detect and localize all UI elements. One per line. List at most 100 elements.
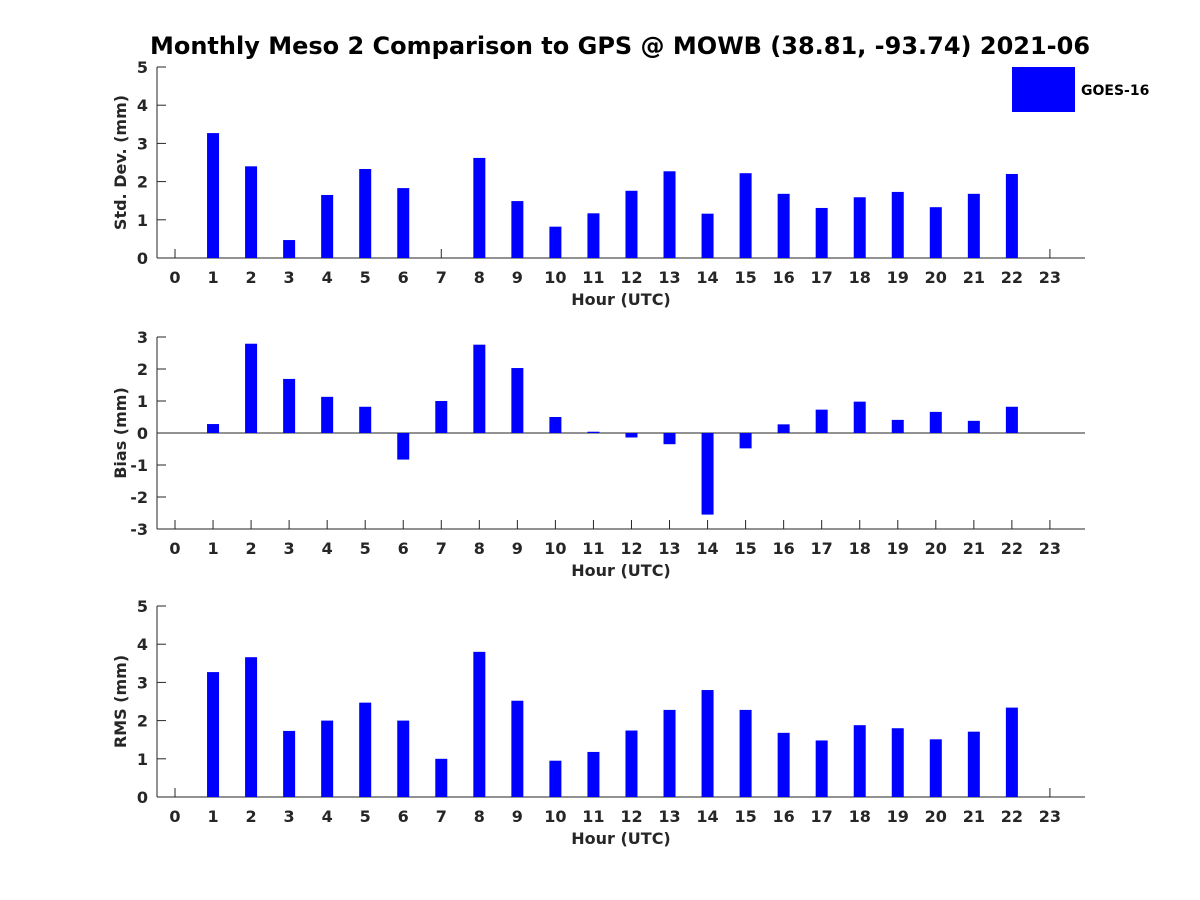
x-axis-label: Hour (UTC) [571, 561, 671, 580]
x-tick-label: 2 [246, 268, 257, 287]
bar [625, 730, 638, 797]
bar [397, 720, 410, 797]
x-tick-label: 1 [207, 807, 218, 826]
x-tick-label: 6 [398, 807, 409, 826]
bar [777, 424, 790, 433]
bar [853, 197, 866, 258]
x-tick-label: 11 [582, 807, 604, 826]
bar [891, 191, 904, 258]
bar [359, 702, 372, 797]
bar [321, 720, 334, 797]
x-axis-label: Hour (UTC) [571, 290, 671, 309]
y-tick-label: 5 [137, 597, 148, 616]
x-tick-label: 10 [544, 268, 566, 287]
bar [283, 730, 296, 797]
x-tick-label: 21 [963, 539, 985, 558]
x-tick-label: 9 [512, 268, 523, 287]
x-tick-label: 11 [582, 268, 604, 287]
bar [245, 166, 258, 258]
x-tick-label: 3 [284, 539, 295, 558]
x-tick-label: 18 [849, 268, 871, 287]
bar [245, 657, 258, 797]
bar [511, 201, 524, 258]
bar [929, 207, 942, 258]
y-tick-label: 0 [137, 788, 148, 807]
x-tick-label: 5 [360, 539, 371, 558]
x-tick-label: 3 [284, 807, 295, 826]
bar [625, 433, 638, 438]
bar [815, 207, 828, 258]
bar [549, 417, 562, 433]
bar [397, 188, 410, 258]
x-tick-label: 1 [207, 539, 218, 558]
bar [359, 168, 372, 258]
x-tick-label: 14 [696, 268, 718, 287]
x-tick-label: 21 [963, 268, 985, 287]
bar [891, 419, 904, 433]
x-tick-label: 6 [398, 268, 409, 287]
x-tick-label: 8 [474, 539, 485, 558]
x-tick-label: 16 [773, 539, 795, 558]
x-tick-label: 1 [207, 268, 218, 287]
x-tick-label: 22 [1001, 268, 1023, 287]
y-tick-label: 1 [137, 211, 148, 230]
bar [207, 424, 220, 433]
x-tick-label: 20 [925, 539, 947, 558]
bar [511, 700, 524, 797]
x-tick-label: 19 [887, 268, 909, 287]
x-tick-label: 4 [322, 539, 333, 558]
bar [473, 651, 486, 797]
bar [511, 368, 524, 433]
x-tick-label: 15 [734, 539, 756, 558]
bar [777, 732, 790, 797]
x-tick-label: 5 [360, 268, 371, 287]
bar [701, 213, 714, 258]
x-tick-label: 17 [811, 539, 833, 558]
x-tick-label: 9 [512, 807, 523, 826]
x-tick-label: 23 [1039, 539, 1061, 558]
bar [549, 760, 562, 797]
bar [283, 378, 296, 433]
x-tick-label: 12 [620, 539, 642, 558]
bar [1005, 707, 1018, 797]
y-tick-label: 1 [137, 750, 148, 769]
x-tick-label: 13 [658, 539, 680, 558]
y-tick-label: 2 [137, 360, 148, 379]
bar [967, 193, 980, 258]
bar [321, 396, 334, 433]
bar [1005, 406, 1018, 433]
x-tick-label: 7 [436, 807, 447, 826]
x-tick-label: 0 [169, 539, 180, 558]
x-tick-label: 19 [887, 807, 909, 826]
x-tick-label: 13 [658, 268, 680, 287]
x-tick-label: 23 [1039, 268, 1061, 287]
bar [663, 171, 676, 258]
bar [739, 709, 752, 797]
x-tick-label: 20 [925, 268, 947, 287]
bar [321, 194, 334, 258]
x-tick-label: 0 [169, 807, 180, 826]
bar [815, 409, 828, 433]
y-tick-label: 3 [137, 134, 148, 153]
bar [245, 343, 258, 433]
x-tick-label: 2 [246, 539, 257, 558]
bar [473, 157, 486, 258]
x-tick-label: 0 [169, 268, 180, 287]
x-tick-label: 16 [773, 807, 795, 826]
x-tick-label: 5 [360, 807, 371, 826]
x-tick-label: 9 [512, 539, 523, 558]
x-tick-label: 7 [436, 268, 447, 287]
y-tick-label: -2 [130, 488, 148, 507]
bar [587, 213, 600, 258]
x-tick-label: 18 [849, 807, 871, 826]
y-tick-label: 2 [137, 712, 148, 731]
bar [207, 133, 220, 258]
bar [853, 725, 866, 797]
chart-title: Monthly Meso 2 Comparison to GPS @ MOWB … [150, 32, 1090, 60]
x-tick-label: 8 [474, 807, 485, 826]
x-tick-label: 14 [696, 539, 718, 558]
bar [435, 758, 448, 797]
y-tick-label: 1 [137, 392, 148, 411]
